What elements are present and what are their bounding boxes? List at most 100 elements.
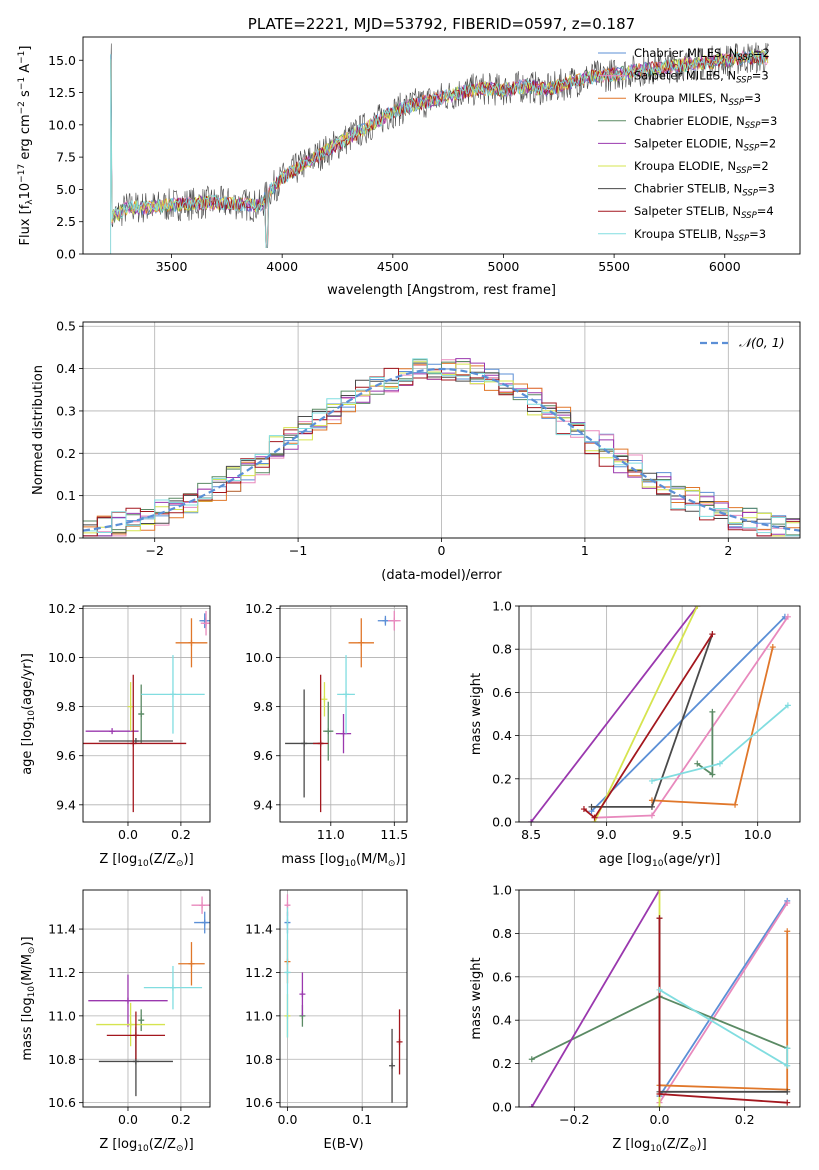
y-tick-label: 11.2 xyxy=(245,965,273,980)
histogram-cyan xyxy=(83,358,800,537)
legend-label: Kroupa MILES, NSSP=3 xyxy=(634,91,761,108)
series-line-blue xyxy=(658,900,788,1097)
x-tick-label: 9.5 xyxy=(672,827,692,842)
x-tick-label: 2 xyxy=(724,543,732,558)
y-tick-label: 10.2 xyxy=(245,601,273,616)
plot-area xyxy=(528,606,791,822)
marker-yellow xyxy=(656,890,663,893)
gaussian-curve xyxy=(83,367,800,532)
y-axis-label: mass [log10(M/M⊙)] xyxy=(20,936,37,1060)
point-yellow xyxy=(321,696,328,703)
point-purple xyxy=(109,728,116,735)
x-tick-label: −1 xyxy=(289,543,307,558)
marker-green xyxy=(709,771,716,778)
axes-spectrum: 3500 4000 4500 5000 5500 6000 0.0 2.5 5.0 7.5 10.0… xyxy=(17,15,801,298)
point-green xyxy=(325,728,332,735)
x-axis-label: Z [log10(Z/Z⊙)] xyxy=(612,1137,706,1154)
x-tick-label: 9.0 xyxy=(597,827,617,842)
point-green xyxy=(138,711,145,717)
marker-purple xyxy=(528,819,535,822)
point-pink xyxy=(199,902,206,909)
x-tick-label: 4000 xyxy=(266,259,298,274)
point-pink xyxy=(203,620,210,627)
series-line-purple xyxy=(531,890,661,1107)
y-tick-label: 0.1 xyxy=(56,488,76,503)
x-tick-label: 1 xyxy=(581,543,589,558)
axes-mass_vs_ebv: 0.0 0.1 10.6 10.8 11.0 11.2 11.4 E(B-V) xyxy=(245,889,408,1152)
y-tick-label: 9.4 xyxy=(253,797,273,812)
legend-label: Kroupa STELIB, NSSP=3 xyxy=(634,227,766,244)
y-tick-label: 11.4 xyxy=(245,922,273,937)
y-tick-label: 10.8 xyxy=(48,1052,76,1067)
plot-area xyxy=(83,610,210,813)
y-tick-label: 11.0 xyxy=(245,1008,273,1023)
x-tick-label: 5000 xyxy=(488,259,520,274)
marker-cyan xyxy=(716,760,723,767)
point-green xyxy=(138,1017,145,1024)
x-axis-label: wavelength [Angstrom, rest frame] xyxy=(327,283,556,298)
x-tick-label: 10.0 xyxy=(744,827,772,842)
y-tick-label: 0.4 xyxy=(492,728,512,743)
legend-label: Kroupa ELODIE, NSSP=2 xyxy=(634,159,769,176)
marker-red xyxy=(580,806,587,813)
axes-age_vs_Z: 0.0 0.2 9.4 9.6 9.8 10.0 10.2 Z [log10(Z/Z⊙)] ag… xyxy=(20,601,211,869)
plot-area xyxy=(528,890,791,1107)
y-tick-label: 0.8 xyxy=(492,926,512,941)
marker-cyan xyxy=(656,986,663,993)
x-tick-label: 8.5 xyxy=(521,827,541,842)
x-tick-label: 0.0 xyxy=(650,1112,670,1127)
spectrum-line-cyan xyxy=(110,50,769,254)
marker-red xyxy=(656,915,663,922)
legend-label: Salpeter STELIB, NSSP=4 xyxy=(634,204,774,221)
series-line-purple xyxy=(530,606,699,822)
point-red xyxy=(132,1032,139,1039)
legend-label: Salpeter ELODIE, NSSP=2 xyxy=(634,136,776,153)
x-tick-label: 4500 xyxy=(377,259,409,274)
axes-residuals: −2 −1 0 1 2 0.0 0.1 0.2 0.3 0.4 0.5 (data-model)/er… xyxy=(31,319,801,583)
y-tick-label: 0.8 xyxy=(492,642,512,657)
legend-label: Chabrier ELODIE, NSSP=3 xyxy=(634,114,777,131)
y-tick-label: 11.4 xyxy=(48,922,76,937)
marker-red xyxy=(784,1099,791,1106)
x-tick-label: 0.0 xyxy=(118,827,138,842)
x-tick-label: 5500 xyxy=(598,259,630,274)
point-red xyxy=(130,740,137,747)
x-tick-label: 0.0 xyxy=(118,1112,138,1127)
y-tick-label: 0.0 xyxy=(56,531,76,546)
x-tick-label: 3500 xyxy=(156,259,188,274)
y-tick-label: 10.0 xyxy=(245,650,273,665)
axes-frame xyxy=(279,889,408,1108)
point-dark xyxy=(132,1058,139,1065)
y-tick-label: 9.6 xyxy=(56,748,76,763)
legend-label: Chabrier STELIB, NSSP=3 xyxy=(634,182,775,199)
marker-purple xyxy=(528,1104,535,1107)
x-tick-label: 0.2 xyxy=(171,1112,191,1127)
point-red xyxy=(396,1038,403,1045)
axes-frame xyxy=(518,605,801,823)
y-tick-label: 9.4 xyxy=(56,797,76,812)
point-purple xyxy=(299,991,306,998)
y-tick-label: 2.5 xyxy=(56,214,76,229)
x-tick-label: 11.5 xyxy=(380,827,408,842)
marker-dark xyxy=(588,803,595,810)
y-tick-label: 15.0 xyxy=(48,53,76,68)
y-tick-label: 0.0 xyxy=(56,247,76,262)
axes-massweight_vs_age: 8.5 9.0 9.5 10.0 0.0 0.2 0.4 0.6 0.8 1.0 age [log1… xyxy=(469,599,801,869)
point-cyan xyxy=(284,969,291,976)
spectrum-line-dark xyxy=(110,42,769,254)
point-yellow xyxy=(127,1021,134,1028)
marker-pink xyxy=(784,613,791,620)
legend-label: 𝒩(0, 1) xyxy=(739,335,785,350)
series-line-green xyxy=(696,711,714,777)
point-dark xyxy=(301,740,308,747)
y-tick-label: 0.2 xyxy=(56,446,76,461)
y-tick-label: 0.4 xyxy=(492,1013,512,1028)
y-tick-label: 0.3 xyxy=(56,403,76,418)
y-tick-label: 0.5 xyxy=(56,319,76,334)
axes-frame xyxy=(82,605,211,823)
y-axis-label: mass weight xyxy=(469,673,484,755)
x-axis-label: (data-model)/error xyxy=(381,568,502,583)
x-tick-label: 0.1 xyxy=(352,1112,372,1127)
x-tick-label: −0.2 xyxy=(559,1112,589,1127)
plot-area xyxy=(285,610,401,813)
